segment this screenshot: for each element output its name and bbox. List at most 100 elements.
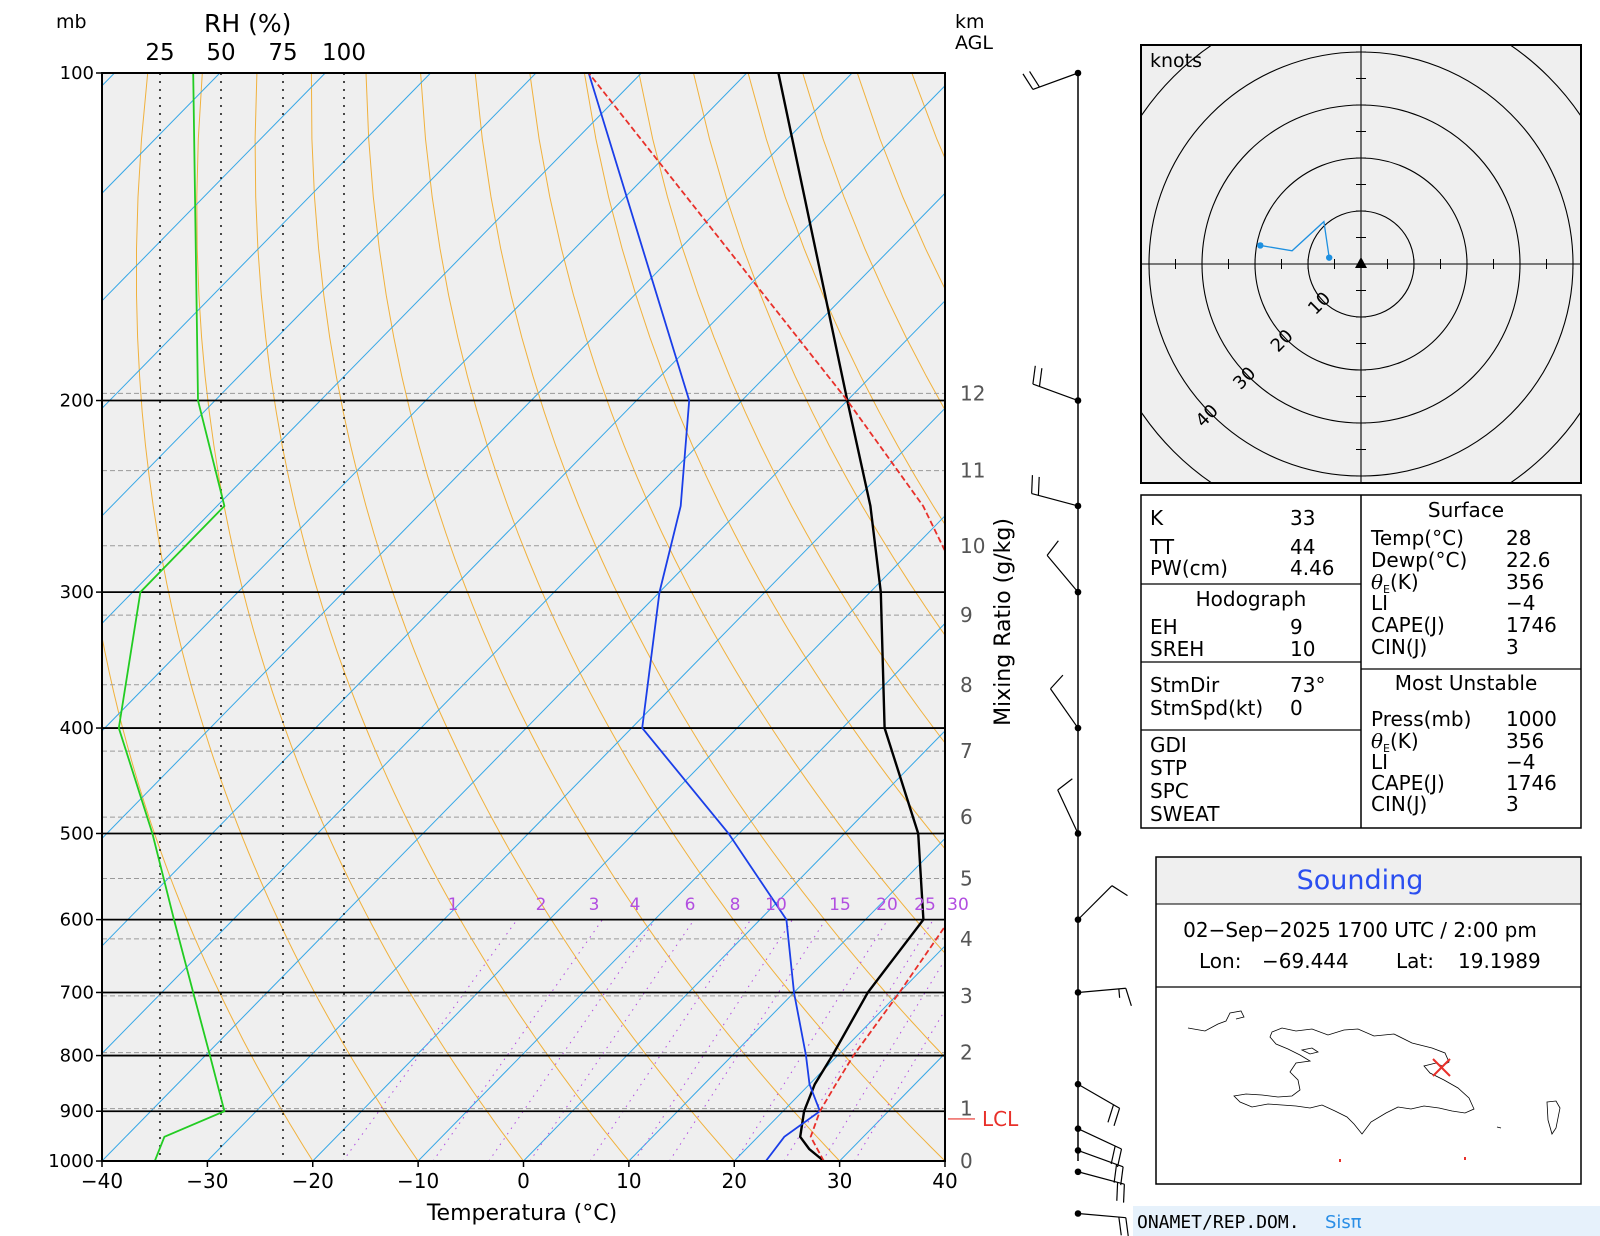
wind-barb-flag bbox=[1032, 365, 1036, 385]
height-tick-label: 9 bbox=[960, 603, 973, 627]
profile-line-2 bbox=[587, 73, 945, 1161]
isotherm bbox=[417, 622, 945, 1161]
height-axis-unit-2: AGL bbox=[955, 32, 993, 54]
map-island-south bbox=[1496, 1126, 1502, 1129]
isotherm bbox=[102, 73, 326, 302]
isotherm bbox=[102, 73, 642, 625]
mixing-ratio-label: 30 bbox=[947, 895, 969, 915]
wind-barb-flag bbox=[1107, 1104, 1115, 1123]
mixing-ratio-line bbox=[854, 1009, 945, 1161]
tt-label: TT bbox=[1149, 535, 1175, 559]
hodograph-trace bbox=[1260, 220, 1330, 258]
mixing-ratio-line bbox=[589, 919, 752, 1161]
wind-barb-flag bbox=[1120, 1166, 1124, 1186]
height-tick-label: 8 bbox=[960, 673, 973, 697]
hodograph-section-title: Hodograph bbox=[1196, 587, 1307, 611]
wind-barb-flag bbox=[1029, 71, 1040, 88]
barb-dot bbox=[1074, 1168, 1082, 1176]
sounding-datetime: 02−Sep−2025 1700 UTC / 2:00 pm bbox=[1183, 918, 1537, 942]
isotherm bbox=[102, 73, 853, 840]
isotherm bbox=[733, 945, 945, 1161]
wind-barb-flag bbox=[1113, 1108, 1121, 1126]
hodograph-unit: knots bbox=[1150, 50, 1202, 72]
wind-barb-flag bbox=[1118, 1216, 1122, 1236]
isotherm bbox=[312, 515, 945, 1161]
surface-cape-value: 1746 bbox=[1506, 613, 1557, 637]
map-island-east bbox=[1546, 1100, 1561, 1135]
wind-barb-column bbox=[1022, 69, 1132, 1236]
wind-barb-flag bbox=[1057, 778, 1073, 791]
pressure-tick-label: 900 bbox=[60, 1101, 94, 1122]
indices-table: K 33 TT 44 PW(cm) 4.46 Hodograph EH 9 SR… bbox=[1140, 494, 1582, 829]
isotherm bbox=[102, 73, 431, 410]
mu-theta-value: 356 bbox=[1506, 729, 1544, 753]
lat-value: 19.1989 bbox=[1458, 949, 1541, 973]
height-tick-label: 12 bbox=[960, 381, 985, 405]
height-tick-label: 6 bbox=[960, 805, 973, 829]
wind-barb-flag bbox=[1116, 1182, 1119, 1201]
wind-barb bbox=[1077, 987, 1126, 994]
storm-motion-marker bbox=[1355, 257, 1367, 268]
isotherm bbox=[102, 192, 945, 1055]
wind-barb bbox=[1031, 492, 1079, 507]
stmdir-value: 73° bbox=[1290, 673, 1325, 697]
wind-barb bbox=[1077, 1149, 1124, 1168]
x-tick-label: 0 bbox=[517, 1169, 530, 1193]
surface-li-value: −4 bbox=[1506, 591, 1535, 615]
x-tick-label: −20 bbox=[292, 1169, 334, 1193]
wind-barb bbox=[1046, 554, 1079, 593]
map-location-marker-2 bbox=[1432, 1058, 1451, 1077]
mu-press-value: 1000 bbox=[1506, 707, 1557, 731]
gdi-label: GDI bbox=[1150, 733, 1187, 757]
wind-barb bbox=[1077, 885, 1113, 921]
mu-li-value: −4 bbox=[1506, 750, 1535, 774]
mixing-ratio-line bbox=[342, 919, 518, 1161]
sounding-box-frame bbox=[1155, 856, 1582, 1185]
x-tick-label: −30 bbox=[186, 1169, 228, 1193]
wind-barb-flag bbox=[1037, 476, 1040, 496]
wind-barb-flag bbox=[1050, 674, 1064, 690]
surface-li-label: LI bbox=[1371, 591, 1388, 615]
dry-adiabat bbox=[136, 73, 419, 1161]
stmspd-label: StmSpd(kt) bbox=[1150, 696, 1263, 720]
footer-org: ONAMET/REP.DOM. bbox=[1137, 1212, 1300, 1233]
mu-theta-label: θE(K) bbox=[1371, 729, 1419, 755]
height-tick-label: 2 bbox=[960, 1041, 973, 1065]
height-tick-label: 4 bbox=[960, 927, 973, 951]
isotherm bbox=[207, 407, 945, 1161]
mixing-ratio-label: 10 bbox=[765, 895, 787, 915]
rh-tick-label: 75 bbox=[268, 40, 297, 66]
mixing-ratio-label: 8 bbox=[730, 895, 741, 915]
height-tick-label: 3 bbox=[960, 984, 973, 1008]
dry-adiabat bbox=[747, 73, 945, 526]
lat-label: Lat: bbox=[1396, 949, 1434, 973]
lon-label: Lon: bbox=[1199, 949, 1241, 973]
k-label: K bbox=[1150, 506, 1164, 530]
mu-cape-label: CAPE(J) bbox=[1371, 771, 1445, 795]
mixing-ratio-label: 3 bbox=[589, 895, 600, 915]
rh-tick-label: 50 bbox=[206, 40, 235, 66]
wind-barb-flag bbox=[1125, 1217, 1129, 1236]
rh-axis-title: RH (%) bbox=[204, 9, 291, 38]
wind-barb bbox=[1077, 1212, 1126, 1219]
wind-barb-flag bbox=[1113, 1164, 1118, 1183]
x-tick-label: 30 bbox=[827, 1169, 852, 1193]
footer-bg bbox=[1133, 1206, 1600, 1236]
wind-barb bbox=[1077, 1083, 1120, 1109]
mixing-ratio-label: 15 bbox=[829, 895, 851, 915]
surface-cape-label: CAPE(J) bbox=[1371, 613, 1445, 637]
x-tick-label: 40 bbox=[932, 1169, 957, 1193]
surface-title: Surface bbox=[1428, 498, 1504, 522]
wind-barb-flag bbox=[1110, 1145, 1116, 1165]
wind-barb-flag bbox=[1038, 368, 1043, 387]
dry-adiabat bbox=[638, 73, 945, 744]
hispaniola-location-map bbox=[1187, 1010, 1561, 1162]
isotherm bbox=[102, 85, 945, 947]
surface-theta-unit: (K) bbox=[1390, 570, 1419, 594]
spc-label: SPC bbox=[1150, 779, 1189, 803]
isotherm bbox=[0, 73, 9, 1161]
isotherm bbox=[102, 73, 537, 517]
mixing-ratio-label: 25 bbox=[914, 895, 936, 915]
